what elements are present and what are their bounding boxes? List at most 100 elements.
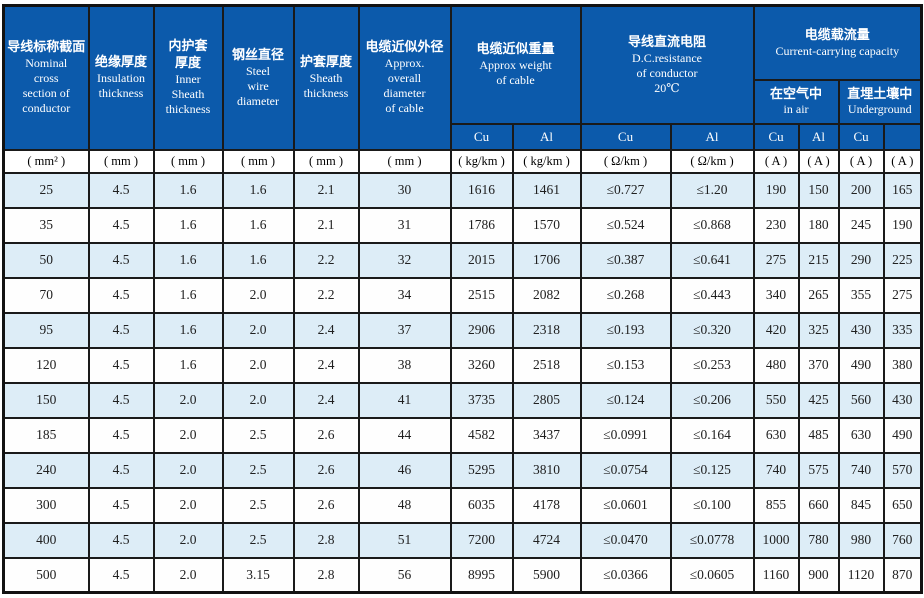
header-row-1: 导线标称截面 Nominal cross section of conducto…: [2, 4, 923, 151]
table-row: 500 4.5 2.0 3.15 2.8 56 8995 5900 ≤0.0366 ≤0.0605…: [2, 556, 923, 594]
table-cell: 8995: [449, 556, 514, 594]
unit-cell: ( kg/km ): [449, 148, 514, 174]
table-cell: 190: [752, 171, 800, 209]
table-cell: ≤0.124: [579, 381, 672, 419]
unit-cell: ( A ): [882, 148, 923, 174]
table-cell: 660: [797, 486, 840, 524]
table-cell: 150: [2, 381, 90, 419]
table-cell: 3437: [511, 416, 582, 454]
table-cell: 48: [357, 486, 452, 524]
table-cell: 2518: [511, 346, 582, 384]
unit-cell: ( A ): [837, 148, 885, 174]
table-cell: 845: [837, 486, 885, 524]
table-cell: ≤0.387: [579, 241, 672, 279]
table-cell: 425: [797, 381, 840, 419]
table-cell: 32: [357, 241, 452, 279]
table-cell: 2.0: [152, 381, 224, 419]
table-cell: 2.0: [152, 451, 224, 489]
table-cell: 275: [752, 241, 800, 279]
table-cell: 4.5: [87, 416, 155, 454]
table-cell: 2.5: [221, 416, 295, 454]
table-cell: 370: [797, 346, 840, 384]
table-cell: 2.2: [292, 241, 360, 279]
table-cell: 400: [2, 521, 90, 559]
table-row: 400 4.5 2.0 2.5 2.8 51 7200 4724 ≤0.0470 ≤0.0778 1…: [2, 521, 923, 559]
table-cell: 180: [797, 206, 840, 244]
table-cell: 630: [752, 416, 800, 454]
table-cell: 35: [2, 206, 90, 244]
metal-header-cell: Cu: [837, 122, 885, 151]
table-cell: 240: [2, 451, 90, 489]
header-inner-sheath-thickness: 内护套 厚度 Inner Sheath thickness: [152, 4, 224, 151]
header-en: D.C.resistance of conductor 20℃: [632, 50, 703, 95]
table-cell: 2.4: [292, 381, 360, 419]
table-cell: 1786: [449, 206, 514, 244]
table-cell: ≤0.206: [669, 381, 755, 419]
table-cell: ≤0.164: [669, 416, 755, 454]
unit-cell: ( Ω/km ): [669, 148, 755, 174]
table-cell: ≤0.268: [579, 276, 672, 314]
table-cell: 4.5: [87, 486, 155, 524]
metal-header-cell: Cu: [752, 122, 800, 151]
table-cell: 120: [2, 346, 90, 384]
table-row: 185 4.5 2.0 2.5 2.6 44 4582 3437 ≤0.0991 ≤0.164 63…: [2, 416, 923, 454]
table-cell: 2082: [511, 276, 582, 314]
table-cell: 4178: [511, 486, 582, 524]
table-row: 240 4.5 2.0 2.5 2.6 46 5295 3810 ≤0.0754 ≤0.125 74…: [2, 451, 923, 489]
table-cell: 855: [752, 486, 800, 524]
table-cell: 290: [837, 241, 885, 279]
table-cell: 1.6: [221, 171, 295, 209]
table-cell: 560: [837, 381, 885, 419]
table-cell: 4.5: [87, 451, 155, 489]
header-en: Approx weight of cable: [479, 58, 552, 88]
table-cell: 1706: [511, 241, 582, 279]
header-zh: 直埋土壤中: [847, 85, 913, 101]
header-en: Inner Sheath thickness: [165, 72, 211, 117]
header-current-capacity: 电缆载流量 Current-carrying capacity: [752, 4, 923, 81]
header-en: Approx. overall diameter of cable: [383, 56, 426, 116]
metal-header-cell: Al: [669, 122, 755, 151]
table-cell: 2.6: [292, 416, 360, 454]
table-row: 35 4.5 1.6 1.6 2.1 31 1786 1570 ≤0.524 ≤0.868 230 1…: [2, 206, 923, 244]
table-cell: 200: [837, 171, 885, 209]
table-cell: 38: [357, 346, 452, 384]
table-cell: 1.6: [152, 276, 224, 314]
table-cell: 2.5: [221, 451, 295, 489]
table-cell: 2906: [449, 311, 514, 349]
table-cell: 1120: [837, 556, 885, 594]
table-cell: 95: [2, 311, 90, 349]
table-cell: 2.1: [292, 206, 360, 244]
metal-header-cell: Al: [511, 122, 582, 151]
table-cell: 185: [2, 416, 90, 454]
table-cell: 1.6: [152, 171, 224, 209]
table-cell: 2.6: [292, 486, 360, 524]
header-en: Insulation thickness: [97, 71, 145, 101]
table-cell: 5295: [449, 451, 514, 489]
header-sheath-thickness: 护套厚度 Sheath thickness: [292, 4, 360, 151]
header-nominal-cross-section: 导线标称截面 Nominal cross section of conducto…: [2, 4, 90, 151]
cable-spec-table: 导线标称截面 Nominal cross section of conducto…: [2, 4, 924, 594]
header-en: Sheath thickness: [303, 71, 349, 101]
table-cell: ≤0.524: [579, 206, 672, 244]
table-cell: 4.5: [87, 381, 155, 419]
table-cell: 760: [882, 521, 923, 559]
table-cell: 3810: [511, 451, 582, 489]
table-cell: 2.0: [221, 381, 295, 419]
table-cell: 2.5: [221, 486, 295, 524]
unit-cell: ( A ): [797, 148, 840, 174]
table-cell: 1.6: [152, 346, 224, 384]
table-cell: 1.6: [152, 311, 224, 349]
table-cell: 1.6: [221, 241, 295, 279]
header-overall-diameter: 电缆近似外径 Approx. overall diameter of cable: [357, 4, 452, 151]
table-cell: 25: [2, 171, 90, 209]
table-cell: 2.8: [292, 556, 360, 594]
header-zh: 导线直流电阻: [628, 33, 707, 49]
metal-header-cell: Cu: [579, 122, 672, 151]
table-cell: 1.6: [152, 241, 224, 279]
table-cell: 2.4: [292, 346, 360, 384]
table-body: 25 4.5 1.6 1.6 2.1 30 1616 1461 ≤0.727 ≤1.20 190 15…: [2, 171, 923, 594]
header-en: Current-carrying capacity: [775, 43, 900, 58]
table-cell: 1000: [752, 521, 800, 559]
header-dc-resistance: 导线直流电阻 D.C.resistance of conductor 20℃: [579, 4, 755, 125]
